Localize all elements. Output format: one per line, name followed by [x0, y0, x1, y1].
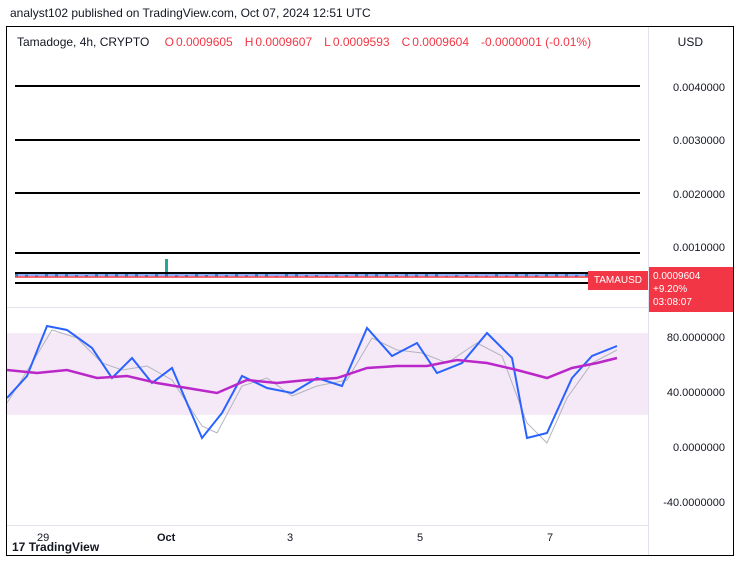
x-axis[interactable]: 29Oct357 [7, 525, 648, 555]
price-chart-svg [7, 57, 647, 297]
change-value: -0.0000001 (-0.01%) [481, 35, 591, 49]
x-tick-label: 5 [417, 532, 423, 544]
tradingview-logo[interactable]: 17 TradingView [12, 540, 99, 554]
open-value: 0.0009605 [176, 35, 233, 49]
price-panel[interactable] [7, 57, 648, 297]
y-tick-label: 0.0010000 [673, 242, 725, 254]
oscillator-chart-svg [7, 308, 647, 518]
publish-header: analyst102 published on TradingView.com,… [0, 0, 740, 26]
chart-frame: Tamadoge, 4h, CRYPTO O0.0009605 H0.00096… [6, 26, 734, 556]
x-tick-label: 7 [547, 532, 553, 544]
y-tick-label: 0.0000000 [673, 442, 725, 454]
y-tick-label: 0.0020000 [673, 189, 725, 201]
y-tick-label: 40.0000000 [667, 387, 725, 399]
high-label: H [245, 35, 254, 49]
symbol-tag: TAMAUSD [588, 271, 648, 290]
y-tick-label: 0.0030000 [673, 135, 725, 147]
horizontal-line [15, 139, 640, 141]
high-value: 0.0009607 [255, 35, 312, 49]
logo-icon: 17 [12, 540, 25, 554]
horizontal-line [15, 272, 640, 274]
low-value: 0.0009593 [333, 35, 390, 49]
logo-text: TradingView [29, 540, 99, 554]
y-tick-label: 0.0040000 [673, 82, 725, 94]
horizontal-line [15, 252, 640, 254]
symbol-info-bar[interactable]: Tamadoge, 4h, CRYPTO O0.0009605 H0.00096… [7, 27, 648, 57]
open-label: O [165, 35, 174, 49]
horizontal-line [15, 282, 640, 284]
oscillator-panel[interactable] [7, 307, 648, 517]
y-axis[interactable]: 0.0040000 0.0030000 0.0020000 0.0010000 80.0… [648, 27, 733, 555]
y-tick-label: -40.0000000 [663, 497, 725, 509]
horizontal-line [15, 192, 640, 194]
low-label: L [324, 35, 331, 49]
close-value: 0.0009604 [412, 35, 469, 49]
horizontal-line [15, 85, 640, 87]
y-tick-label: 80.0000000 [667, 332, 725, 344]
close-label: C [402, 35, 411, 49]
x-tick-label: 3 [287, 532, 293, 544]
symbol-name: Tamadoge, 4h, CRYPTO [17, 35, 149, 49]
x-tick-label: Oct [157, 532, 175, 544]
